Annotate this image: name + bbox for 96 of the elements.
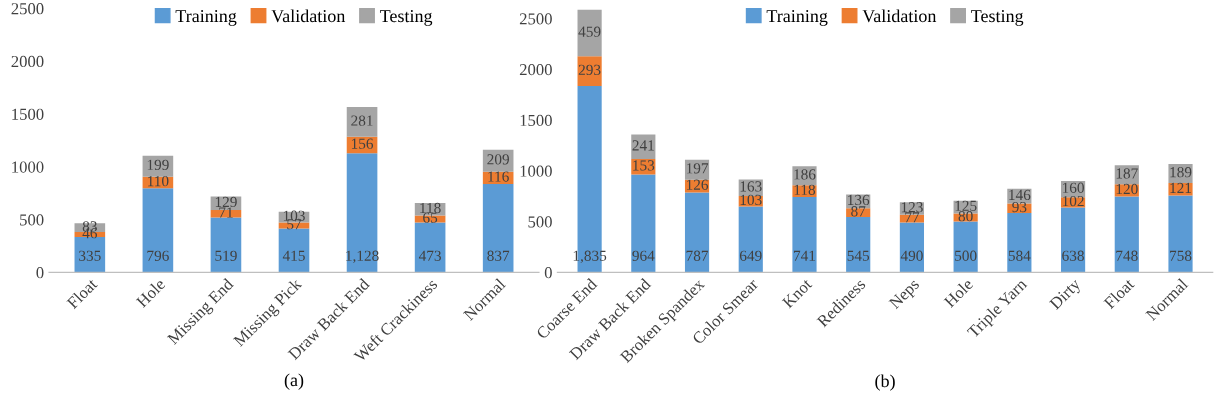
data-label: 102 xyxy=(1062,195,1084,207)
y-tick-label: 0 xyxy=(544,267,552,279)
x-axis-title: (a) xyxy=(284,373,304,390)
bar xyxy=(631,134,656,159)
data-label: 80 xyxy=(958,211,973,222)
bar xyxy=(1007,213,1032,273)
data-label: 490 xyxy=(900,250,923,261)
data-label: 121 xyxy=(1170,182,1192,193)
data-label: 125 xyxy=(955,200,977,211)
data-label: 116 xyxy=(488,171,509,182)
data-label: 335 xyxy=(79,250,101,261)
x-tick-label: Hole xyxy=(943,277,974,309)
bar xyxy=(210,217,242,273)
data-label: 638 xyxy=(1062,250,1084,261)
bar xyxy=(278,228,310,273)
bar xyxy=(899,222,925,273)
data-label: 459 xyxy=(578,26,601,37)
data-label: 93 xyxy=(1012,201,1027,213)
data-label: 519 xyxy=(215,250,237,261)
bar xyxy=(142,188,174,273)
data-label: 758 xyxy=(1170,250,1192,261)
data-label: 787 xyxy=(686,250,709,261)
data-label: 186 xyxy=(794,169,816,180)
legend-label: Testing xyxy=(971,10,1024,26)
y-tick-label: 500 xyxy=(528,216,552,228)
bar xyxy=(846,217,871,273)
bar xyxy=(346,153,378,273)
data-label: 136 xyxy=(848,194,870,206)
y-tick-label: 1500 xyxy=(12,108,44,120)
bar xyxy=(684,192,710,273)
bar xyxy=(792,197,817,273)
y-tick-label: 2000 xyxy=(519,64,552,76)
data-label: 118 xyxy=(420,202,441,214)
data-label: 281 xyxy=(351,115,373,126)
bar xyxy=(346,107,378,137)
data-label: 584 xyxy=(1008,250,1031,261)
y-tick-label: 2000 xyxy=(11,55,44,68)
bar xyxy=(1168,195,1193,273)
bar xyxy=(414,222,446,273)
x-tick-label: Neps xyxy=(888,278,923,312)
data-label: 129 xyxy=(215,196,237,208)
legend-label: Testing xyxy=(379,10,433,26)
y-tick-label: 1000 xyxy=(520,165,552,177)
legend-label: Validation xyxy=(862,9,937,23)
data-label: 197 xyxy=(686,163,709,174)
legend-label: Training xyxy=(766,10,828,26)
y-tick-label: 0 xyxy=(36,267,44,279)
data-label: 837 xyxy=(487,250,510,261)
data-label: 123 xyxy=(901,202,923,213)
y-tick-label: 1000 xyxy=(12,161,44,173)
data-label: 118 xyxy=(794,184,816,195)
data-label: 120 xyxy=(1116,183,1138,195)
data-label: 500 xyxy=(955,250,977,261)
y-tick-label: 1500 xyxy=(520,114,552,127)
bar xyxy=(953,221,978,273)
data-label: 545 xyxy=(847,250,870,261)
data-label: 163 xyxy=(740,181,762,192)
data-label: 146 xyxy=(1009,189,1031,201)
bar xyxy=(577,9,602,57)
data-label: 964 xyxy=(632,250,655,261)
y-tick-label: 2500 xyxy=(519,13,552,25)
data-label: 103 xyxy=(740,194,762,206)
data-label: 649 xyxy=(739,250,762,261)
data-label: 77 xyxy=(905,212,920,223)
data-label: 160 xyxy=(1062,182,1084,193)
data-label: 199 xyxy=(147,159,169,171)
data-label: 189 xyxy=(1170,167,1192,178)
data-label: 87 xyxy=(851,206,866,217)
data-label: 415 xyxy=(282,250,305,261)
x-axis-title: (b) xyxy=(875,374,895,391)
data-label: 293 xyxy=(578,64,601,75)
data-label: 156 xyxy=(351,138,374,149)
data-label: 796 xyxy=(147,250,169,261)
data-label: 473 xyxy=(418,250,441,261)
y-tick-label: 500 xyxy=(20,214,44,226)
y-tick-label: 2500 xyxy=(11,3,44,15)
legend-label: Training xyxy=(175,10,237,26)
x-tick-label: Hole xyxy=(135,277,166,309)
data-label: 103 xyxy=(283,210,305,221)
legend-label: Validation xyxy=(271,9,346,23)
bar xyxy=(738,206,763,273)
data-label: 187 xyxy=(1116,168,1138,179)
data-label: 209 xyxy=(487,154,509,165)
data-label: 153 xyxy=(633,160,655,171)
data-label: 126 xyxy=(686,179,709,190)
data-label: 241 xyxy=(632,140,654,151)
bar xyxy=(577,56,602,87)
data-label: 110 xyxy=(148,176,169,187)
data-label: 748 xyxy=(1116,250,1138,261)
bar xyxy=(899,214,925,223)
bar xyxy=(1114,196,1139,273)
data-label: 741 xyxy=(794,250,816,261)
data-label: 71 xyxy=(219,207,233,218)
bar xyxy=(1060,207,1086,273)
bar xyxy=(631,174,656,273)
bar xyxy=(482,183,514,273)
